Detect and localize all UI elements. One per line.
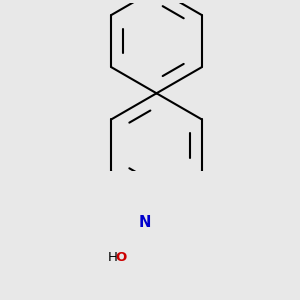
Text: N: N [139,215,151,230]
Text: H: H [108,251,117,265]
Text: O: O [116,251,127,265]
